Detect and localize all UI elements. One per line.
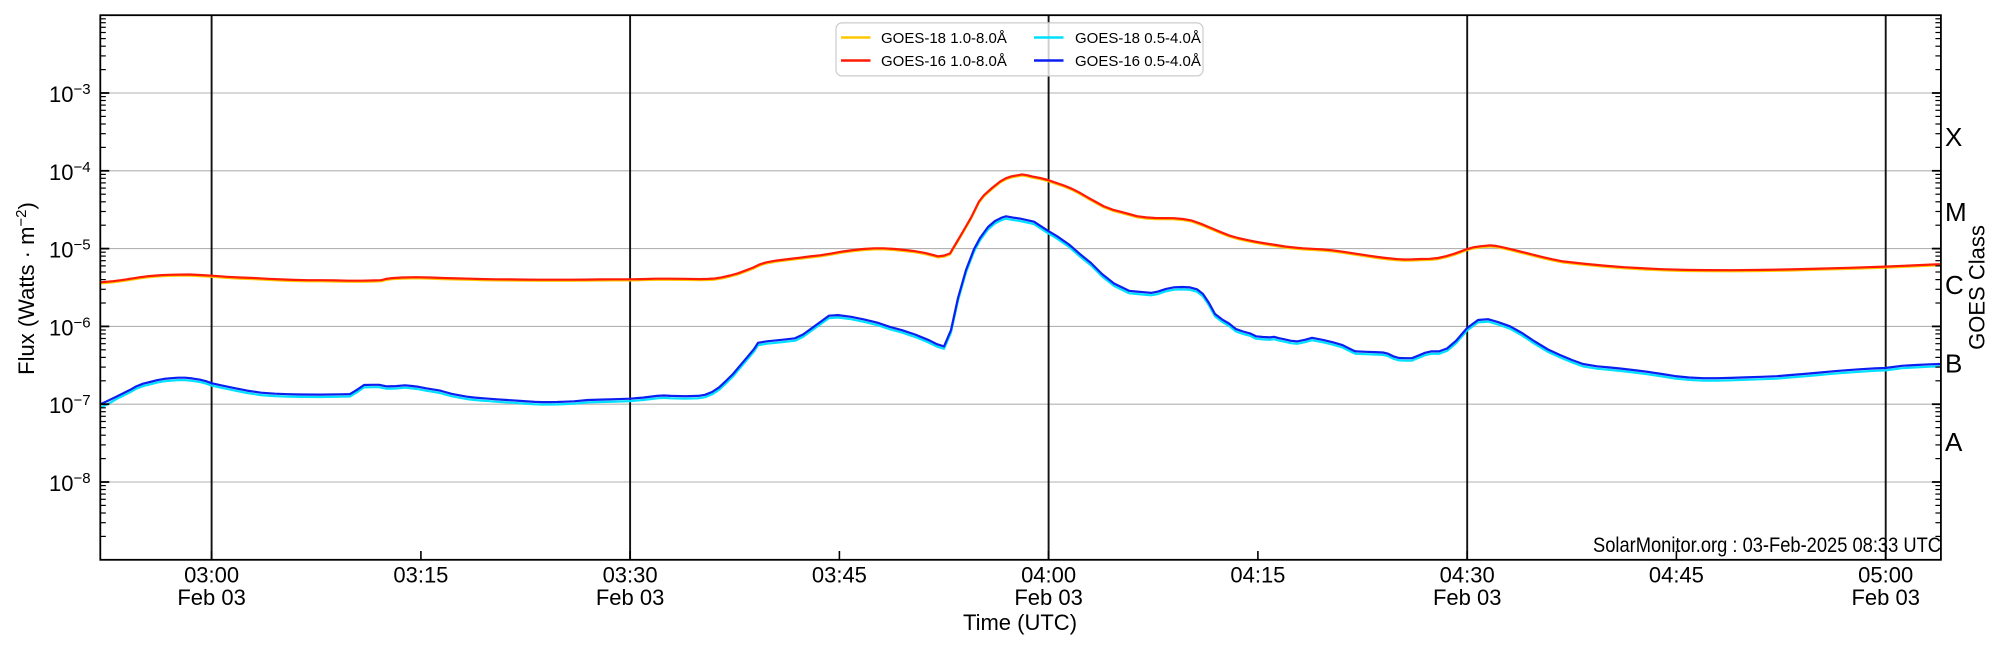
svg-text:03:15: 03:15 <box>393 563 448 588</box>
svg-text:Feb 03: Feb 03 <box>1851 585 1920 610</box>
svg-text:M: M <box>1945 197 1967 227</box>
svg-text:10−8: 10−8 <box>49 470 91 496</box>
svg-text:04:00: 04:00 <box>1021 563 1076 588</box>
svg-text:Feb 03: Feb 03 <box>596 585 665 610</box>
svg-text:SolarMonitor.org : 03-Feb-2025: SolarMonitor.org : 03-Feb-2025 08:33 UTC <box>1593 534 1941 557</box>
svg-text:GOES-16 0.5-4.0Å: GOES-16 0.5-4.0Å <box>1075 53 1201 70</box>
svg-text:03:45: 03:45 <box>812 563 867 588</box>
svg-text:GOES-18 0.5-4.0Å: GOES-18 0.5-4.0Å <box>1075 30 1201 47</box>
svg-text:Flux (Watts · m−2): Flux (Watts · m−2) <box>13 202 39 375</box>
svg-text:A: A <box>1945 427 1963 457</box>
svg-text:04:30: 04:30 <box>1440 563 1495 588</box>
svg-text:X: X <box>1945 122 1962 152</box>
svg-text:GOES-16 1.0-8.0Å: GOES-16 1.0-8.0Å <box>881 53 1007 70</box>
svg-text:04:15: 04:15 <box>1230 563 1285 588</box>
svg-text:05:00: 05:00 <box>1858 563 1913 588</box>
svg-text:GOES-18 1.0-8.0Å: GOES-18 1.0-8.0Å <box>881 30 1007 47</box>
svg-text:Feb 03: Feb 03 <box>1433 585 1502 610</box>
svg-text:C: C <box>1945 270 1964 300</box>
svg-text:03:30: 03:30 <box>603 563 658 588</box>
svg-text:B: B <box>1945 349 1962 379</box>
svg-text:03:00: 03:00 <box>184 563 239 588</box>
svg-text:Feb 03: Feb 03 <box>1014 585 1083 610</box>
svg-text:04:45: 04:45 <box>1649 563 1704 588</box>
svg-text:Time (UTC): Time (UTC) <box>963 610 1077 635</box>
svg-text:Feb 03: Feb 03 <box>177 585 246 610</box>
svg-text:GOES Class: GOES Class <box>1964 225 1989 350</box>
